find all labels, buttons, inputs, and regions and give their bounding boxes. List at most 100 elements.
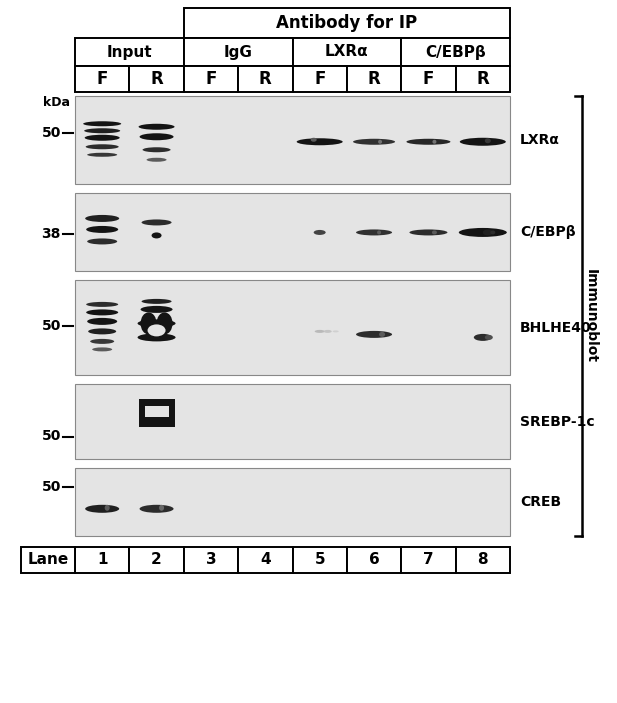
Ellipse shape [147,324,165,337]
Bar [130,547,184,573]
Bar [75,193,510,271]
Text: Antibody for IP: Antibody for IP [276,14,418,32]
Ellipse shape [432,231,437,234]
Text: 3: 3 [205,553,216,567]
Bar [347,547,401,573]
Text: 50: 50 [41,126,61,140]
Text: 50: 50 [41,318,61,333]
Ellipse shape [324,330,332,333]
Ellipse shape [485,138,491,143]
Ellipse shape [85,215,119,222]
Bar [75,468,510,536]
Text: C/EBPβ: C/EBPβ [520,225,576,239]
Ellipse shape [87,238,117,245]
Text: IgG: IgG [224,44,252,60]
Bar [139,399,175,427]
Ellipse shape [147,157,167,162]
Text: CREB: CREB [520,495,561,509]
Ellipse shape [407,138,450,145]
Bar [455,547,510,573]
Ellipse shape [377,231,381,234]
Text: F: F [96,70,108,88]
Text: LXRα: LXRα [520,133,560,147]
Bar [347,66,401,92]
Ellipse shape [86,309,118,316]
Text: 5: 5 [315,553,325,567]
Ellipse shape [138,319,176,328]
Ellipse shape [491,231,495,234]
Ellipse shape [139,134,173,141]
Ellipse shape [410,229,447,236]
Bar [238,66,292,92]
Ellipse shape [353,138,395,145]
Bar [75,38,184,66]
Text: 38: 38 [41,226,61,240]
Ellipse shape [356,331,392,338]
Ellipse shape [474,334,492,341]
Ellipse shape [86,226,118,233]
Text: R: R [476,70,489,88]
Ellipse shape [311,138,317,142]
Ellipse shape [297,138,342,146]
Ellipse shape [483,229,493,236]
Text: 8: 8 [478,553,488,567]
Ellipse shape [85,135,120,141]
Text: C/EBPβ: C/EBPβ [425,44,486,60]
Text: kDa: kDa [43,96,70,109]
Bar [75,547,130,573]
Ellipse shape [84,128,120,134]
Ellipse shape [141,306,173,313]
Ellipse shape [157,312,173,335]
Ellipse shape [86,302,118,307]
Text: LXRα: LXRα [325,44,369,60]
Ellipse shape [141,299,172,304]
Text: Lane: Lane [27,553,68,567]
Ellipse shape [86,144,118,149]
Ellipse shape [460,138,506,146]
Bar [75,66,130,92]
Ellipse shape [433,140,436,143]
Text: 4: 4 [260,553,271,567]
Bar [292,547,347,573]
Bar [238,547,292,573]
Ellipse shape [379,332,385,337]
Bar [75,384,510,459]
Ellipse shape [485,335,493,340]
Text: 1: 1 [97,553,107,567]
Text: R: R [150,70,163,88]
Bar [75,96,510,184]
Bar [401,66,455,92]
Text: SREBP-1c: SREBP-1c [520,415,595,429]
Ellipse shape [159,505,164,511]
Bar [20,547,75,573]
Text: BHLHE40: BHLHE40 [520,321,592,335]
Ellipse shape [143,147,170,153]
Bar [184,66,238,92]
Ellipse shape [378,140,382,143]
Bar [184,38,292,66]
Ellipse shape [92,347,112,352]
Ellipse shape [105,505,110,511]
Ellipse shape [83,121,121,127]
Text: F: F [423,70,434,88]
Ellipse shape [138,333,176,342]
Ellipse shape [141,312,157,335]
Ellipse shape [152,233,162,238]
Ellipse shape [90,339,114,344]
Text: 2: 2 [151,553,162,567]
Bar [75,280,510,375]
Ellipse shape [313,230,326,235]
Text: 6: 6 [369,553,379,567]
Text: 50: 50 [41,430,61,444]
Text: 50: 50 [41,480,61,494]
Ellipse shape [139,505,173,512]
Bar [455,66,510,92]
Ellipse shape [459,228,507,237]
Bar [401,547,455,573]
Bar [144,406,168,416]
Bar [130,66,184,92]
Text: R: R [368,70,381,88]
Text: F: F [314,70,325,88]
Text: R: R [259,70,271,88]
Bar [401,38,510,66]
